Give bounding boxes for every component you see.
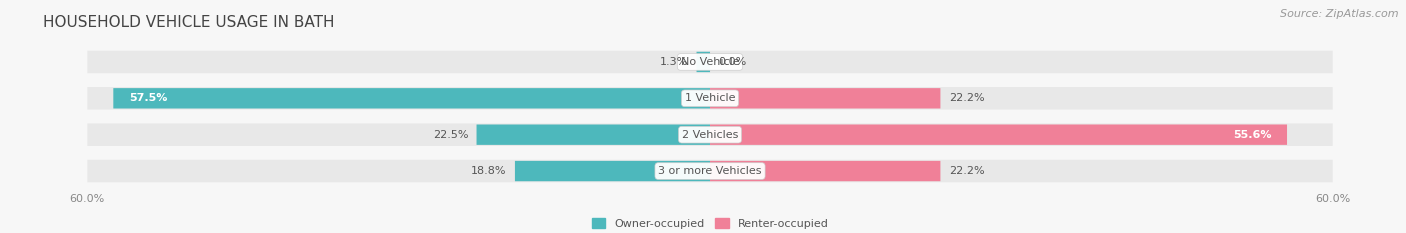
- FancyBboxPatch shape: [710, 161, 941, 181]
- Text: 22.2%: 22.2%: [949, 93, 984, 103]
- Text: HOUSEHOLD VEHICLE USAGE IN BATH: HOUSEHOLD VEHICLE USAGE IN BATH: [44, 15, 335, 30]
- Text: 18.8%: 18.8%: [471, 166, 506, 176]
- FancyBboxPatch shape: [710, 124, 1286, 145]
- FancyBboxPatch shape: [87, 160, 1333, 182]
- FancyBboxPatch shape: [696, 52, 710, 72]
- Legend: Owner-occupied, Renter-occupied: Owner-occupied, Renter-occupied: [588, 214, 832, 233]
- Text: 0.0%: 0.0%: [718, 57, 747, 67]
- Text: 57.5%: 57.5%: [129, 93, 167, 103]
- Text: No Vehicle: No Vehicle: [681, 57, 740, 67]
- FancyBboxPatch shape: [87, 87, 1333, 110]
- FancyBboxPatch shape: [87, 123, 1333, 146]
- FancyBboxPatch shape: [515, 161, 710, 181]
- Text: 3 or more Vehicles: 3 or more Vehicles: [658, 166, 762, 176]
- Text: 1 Vehicle: 1 Vehicle: [685, 93, 735, 103]
- Text: 55.6%: 55.6%: [1233, 130, 1271, 140]
- Text: 1.3%: 1.3%: [659, 57, 689, 67]
- Text: Source: ZipAtlas.com: Source: ZipAtlas.com: [1281, 9, 1399, 19]
- Text: 22.2%: 22.2%: [949, 166, 984, 176]
- FancyBboxPatch shape: [477, 124, 710, 145]
- FancyBboxPatch shape: [710, 88, 941, 109]
- Text: 2 Vehicles: 2 Vehicles: [682, 130, 738, 140]
- FancyBboxPatch shape: [114, 88, 710, 109]
- FancyBboxPatch shape: [87, 51, 1333, 73]
- Text: 22.5%: 22.5%: [433, 130, 468, 140]
